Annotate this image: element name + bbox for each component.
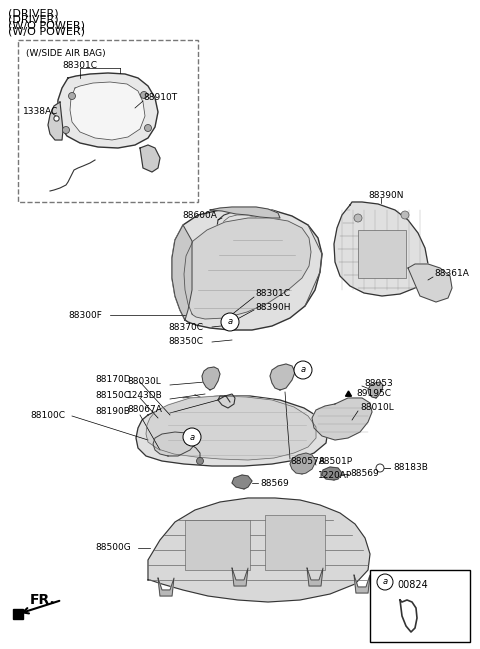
Bar <box>370 570 470 642</box>
Polygon shape <box>140 145 160 172</box>
Text: (DRIVER): (DRIVER) <box>8 14 59 24</box>
Circle shape <box>196 458 204 465</box>
Text: 88501P: 88501P <box>318 458 352 467</box>
Text: 1243DB: 1243DB <box>127 391 163 400</box>
Text: 88910T: 88910T <box>143 93 177 103</box>
Polygon shape <box>158 578 174 596</box>
Polygon shape <box>322 467 342 480</box>
Circle shape <box>62 127 70 134</box>
Text: 89195C: 89195C <box>356 389 391 398</box>
Polygon shape <box>202 367 220 390</box>
Text: FR.: FR. <box>30 593 56 607</box>
Polygon shape <box>354 575 370 593</box>
Circle shape <box>69 93 75 99</box>
Text: 88170D: 88170D <box>95 376 131 384</box>
Polygon shape <box>307 568 323 586</box>
Text: 88010L: 88010L <box>360 404 394 413</box>
Text: 1338AC: 1338AC <box>23 106 58 116</box>
Text: 88370C: 88370C <box>168 323 203 332</box>
Polygon shape <box>210 207 280 218</box>
Text: 88100C: 88100C <box>30 411 65 419</box>
Text: (W/O POWER): (W/O POWER) <box>8 20 85 30</box>
Bar <box>185 520 250 570</box>
Polygon shape <box>368 382 383 398</box>
Text: a: a <box>383 578 387 587</box>
Text: a: a <box>300 365 306 374</box>
Polygon shape <box>48 102 63 140</box>
Text: 88569: 88569 <box>350 469 379 478</box>
Text: 88190B: 88190B <box>95 408 130 417</box>
Polygon shape <box>334 202 428 296</box>
Polygon shape <box>408 264 452 302</box>
Text: 88057A: 88057A <box>290 458 325 467</box>
Text: 88053: 88053 <box>364 378 393 387</box>
Circle shape <box>183 428 201 446</box>
Circle shape <box>294 361 312 379</box>
Text: (W/SIDE AIR BAG): (W/SIDE AIR BAG) <box>26 49 106 58</box>
Bar <box>18 40 198 202</box>
Circle shape <box>354 214 362 222</box>
Text: 88150C: 88150C <box>95 391 130 400</box>
Text: 88361A: 88361A <box>434 269 469 278</box>
Text: 88390N: 88390N <box>368 191 404 199</box>
Text: a: a <box>190 432 194 441</box>
Text: 88067A: 88067A <box>127 406 162 415</box>
Polygon shape <box>153 432 196 456</box>
Text: 88183B: 88183B <box>393 463 428 472</box>
Text: 00824: 00824 <box>397 580 428 590</box>
Text: 88600A: 88600A <box>182 210 217 219</box>
Text: 1220AP: 1220AP <box>318 472 352 480</box>
Circle shape <box>144 125 152 132</box>
Polygon shape <box>232 475 252 489</box>
Bar <box>265 515 325 570</box>
Text: (DRIVER): (DRIVER) <box>8 8 59 18</box>
Bar <box>358 230 406 278</box>
Text: 88301C: 88301C <box>62 61 97 70</box>
Text: a: a <box>228 317 233 326</box>
Circle shape <box>141 92 147 99</box>
Polygon shape <box>290 453 316 474</box>
Text: 88030L: 88030L <box>127 378 161 387</box>
Polygon shape <box>184 218 311 319</box>
Polygon shape <box>172 208 322 330</box>
Polygon shape <box>232 568 248 586</box>
Polygon shape <box>270 364 295 390</box>
Text: 88301C: 88301C <box>255 289 290 299</box>
Text: 88300F: 88300F <box>68 310 102 319</box>
Text: 88350C: 88350C <box>168 337 203 347</box>
Circle shape <box>377 574 393 590</box>
Polygon shape <box>312 398 372 440</box>
Text: 88390H: 88390H <box>255 302 290 312</box>
Polygon shape <box>57 73 158 148</box>
Circle shape <box>401 211 409 219</box>
Circle shape <box>221 313 239 331</box>
Polygon shape <box>172 225 192 320</box>
Text: (W/O POWER): (W/O POWER) <box>8 26 85 36</box>
Text: 88569: 88569 <box>260 478 289 487</box>
Polygon shape <box>136 396 328 466</box>
Polygon shape <box>148 498 370 602</box>
Polygon shape <box>217 211 268 241</box>
Text: 88500G: 88500G <box>95 543 131 552</box>
Polygon shape <box>146 396 316 460</box>
Polygon shape <box>70 82 145 140</box>
